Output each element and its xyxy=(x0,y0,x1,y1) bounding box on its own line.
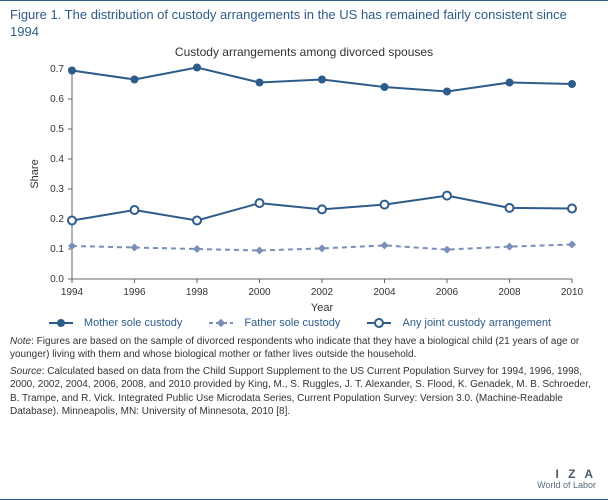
note-label: Note xyxy=(10,336,31,347)
legend-item-father: Father sole custody xyxy=(209,317,351,329)
svg-text:0.4: 0.4 xyxy=(50,154,64,165)
svg-text:2002: 2002 xyxy=(311,287,334,298)
svg-text:0.6: 0.6 xyxy=(50,94,64,105)
svg-text:2000: 2000 xyxy=(248,287,271,298)
note-text: Note: Figures are based on the sample of… xyxy=(10,335,598,362)
svg-text:0.3: 0.3 xyxy=(50,184,64,195)
source-label: Source xyxy=(10,366,42,377)
legend-item-mother: Mother sole custody xyxy=(49,317,194,329)
svg-text:2006: 2006 xyxy=(436,287,459,298)
figure-container: Figure 1. The distribution of custody ar… xyxy=(0,0,608,500)
svg-text:0.2: 0.2 xyxy=(50,214,64,225)
svg-text:1996: 1996 xyxy=(123,287,146,298)
line-chart: 0.0 0.1 0.2 0.3 0.4 0.5 0.6 0.7 1994 1996 1998 2000… xyxy=(24,63,584,313)
svg-text:2010: 2010 xyxy=(561,287,584,298)
iza-logo: I Z A World of Labor xyxy=(537,468,596,491)
legend-item-joint: Any joint custody arrangement xyxy=(367,317,559,329)
svg-text:1998: 1998 xyxy=(186,287,209,298)
chart-title: Custody arrangements among divorced spou… xyxy=(10,45,598,59)
svg-text:Share: Share xyxy=(29,159,41,188)
legend: Mother sole custody Father sole custody … xyxy=(10,317,598,329)
svg-text:0.5: 0.5 xyxy=(50,124,64,135)
svg-text:0.7: 0.7 xyxy=(50,64,64,75)
svg-text:2004: 2004 xyxy=(373,287,396,298)
svg-text:0.1: 0.1 xyxy=(50,244,64,255)
chart-area: 0.0 0.1 0.2 0.3 0.4 0.5 0.6 0.7 1994 1996 1998 2000… xyxy=(24,63,584,313)
svg-text:2008: 2008 xyxy=(498,287,521,298)
source-text: Source: Calculated based on data from th… xyxy=(10,365,598,419)
iza-tagline: World of Labor xyxy=(537,481,596,491)
svg-text:Year: Year xyxy=(311,302,334,313)
svg-text:0.0: 0.0 xyxy=(50,274,64,285)
figure-title: Figure 1. The distribution of custody ar… xyxy=(10,7,598,41)
svg-text:1994: 1994 xyxy=(61,287,84,298)
